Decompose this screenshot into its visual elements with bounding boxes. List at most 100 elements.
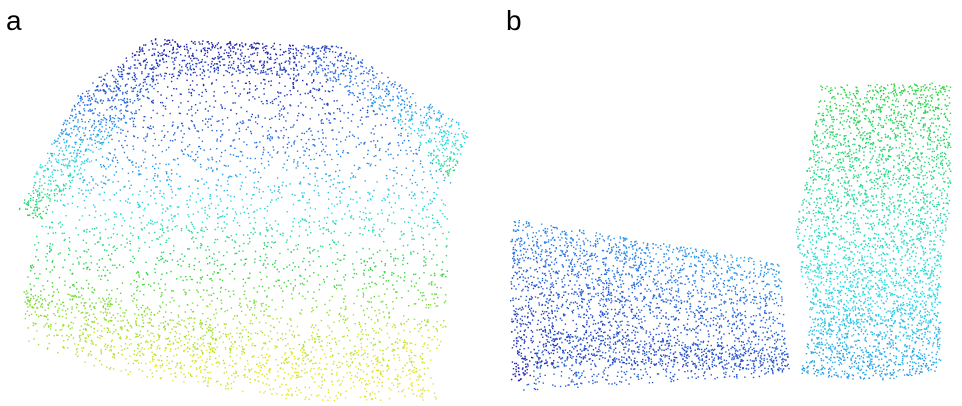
points xyxy=(382,213,383,214)
points xyxy=(170,140,171,141)
points xyxy=(33,217,34,218)
points xyxy=(848,375,849,376)
points xyxy=(635,363,636,364)
points xyxy=(269,134,270,135)
points xyxy=(164,39,165,40)
points xyxy=(526,324,527,325)
points xyxy=(676,295,677,296)
points xyxy=(453,152,454,153)
points xyxy=(102,245,103,246)
points xyxy=(540,367,541,368)
points xyxy=(314,145,315,146)
points xyxy=(279,82,280,83)
points xyxy=(373,110,374,111)
points xyxy=(860,378,861,379)
points xyxy=(54,193,55,194)
points xyxy=(182,137,183,138)
points xyxy=(48,205,49,206)
points xyxy=(267,229,268,230)
points xyxy=(907,91,908,92)
points xyxy=(893,84,894,85)
points xyxy=(782,370,783,371)
points xyxy=(84,163,85,164)
points xyxy=(461,133,462,134)
points xyxy=(231,81,232,82)
points xyxy=(68,176,69,177)
points xyxy=(416,379,417,380)
panel-label: a xyxy=(6,5,22,36)
points xyxy=(52,301,53,302)
points xyxy=(72,177,73,178)
points xyxy=(706,363,707,364)
points xyxy=(172,221,173,222)
points xyxy=(207,121,208,122)
points xyxy=(885,88,886,89)
points xyxy=(176,88,177,89)
points xyxy=(243,122,244,123)
points xyxy=(60,190,61,191)
points xyxy=(326,103,327,104)
points xyxy=(377,252,378,253)
points xyxy=(41,200,42,201)
points xyxy=(185,338,186,339)
points xyxy=(36,201,37,202)
points xyxy=(61,194,62,195)
points xyxy=(26,303,27,304)
points xyxy=(280,318,281,319)
points xyxy=(447,174,448,175)
points xyxy=(33,210,34,211)
points xyxy=(520,345,521,346)
points xyxy=(445,294,446,295)
points xyxy=(174,41,175,42)
points xyxy=(463,137,464,138)
points xyxy=(267,378,268,379)
points xyxy=(58,155,59,156)
points xyxy=(826,86,827,87)
points xyxy=(221,308,222,309)
points xyxy=(249,301,250,302)
points xyxy=(154,290,155,291)
points xyxy=(380,124,381,125)
points xyxy=(517,364,518,365)
points xyxy=(42,218,43,219)
points xyxy=(279,115,280,116)
points xyxy=(49,200,50,201)
points xyxy=(944,91,945,92)
points xyxy=(934,268,935,269)
points xyxy=(36,203,37,204)
points xyxy=(428,155,429,156)
points xyxy=(675,342,676,343)
points xyxy=(245,56,246,57)
points xyxy=(520,355,521,356)
points xyxy=(70,182,71,183)
points xyxy=(519,374,520,375)
points xyxy=(524,358,525,359)
points xyxy=(266,51,267,52)
points xyxy=(366,308,367,309)
points xyxy=(28,215,29,216)
points xyxy=(165,43,166,44)
points xyxy=(114,224,115,225)
points xyxy=(426,142,427,143)
points xyxy=(315,349,316,350)
points xyxy=(47,189,48,190)
points xyxy=(297,80,298,81)
points xyxy=(37,209,38,210)
points xyxy=(293,249,294,250)
points xyxy=(760,261,761,262)
points xyxy=(107,86,108,87)
points xyxy=(311,335,312,336)
points xyxy=(357,101,358,102)
points xyxy=(712,349,713,350)
points xyxy=(103,299,104,300)
points xyxy=(398,333,399,334)
points xyxy=(233,51,234,52)
points xyxy=(290,90,291,91)
points xyxy=(191,106,192,107)
points xyxy=(740,257,741,258)
points xyxy=(31,294,32,295)
points xyxy=(110,300,111,301)
points xyxy=(105,311,106,312)
points xyxy=(50,180,51,181)
points xyxy=(849,264,850,265)
